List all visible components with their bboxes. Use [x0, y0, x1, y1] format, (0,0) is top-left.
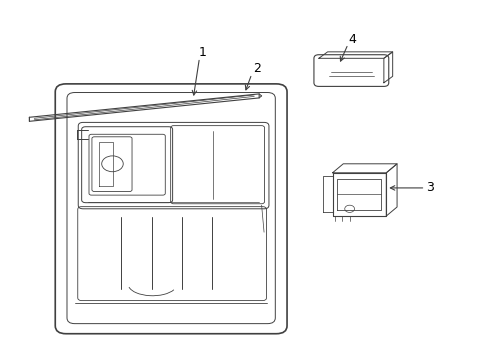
Text: 3: 3 — [426, 181, 433, 194]
Text: 2: 2 — [252, 62, 260, 75]
Text: 4: 4 — [347, 33, 355, 46]
Text: 1: 1 — [199, 46, 206, 59]
